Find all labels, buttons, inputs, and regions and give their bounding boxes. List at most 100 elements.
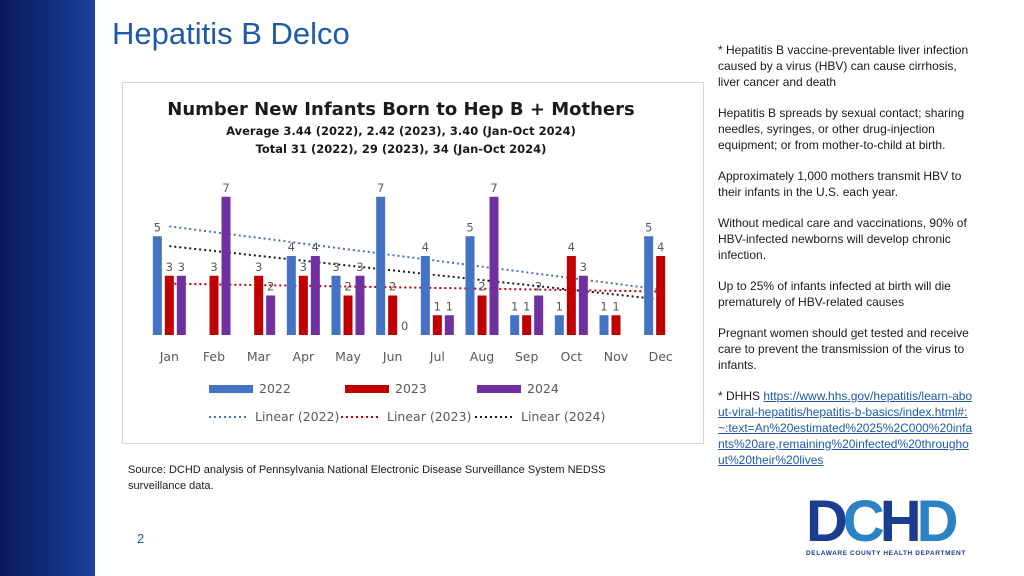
notes-panel: * Hepatitis B vaccine-preventable liver … [718, 42, 974, 483]
x-tick-label-nov: Nov [604, 349, 629, 364]
bar-2023-apr [298, 275, 308, 335]
bar-2023-sep [522, 315, 532, 335]
note-us-mothers: Approximately 1,000 mothers transmit HBV… [718, 169, 962, 199]
data-label-2022-oct: 1 [556, 299, 563, 313]
data-label-2022-nov: 1 [600, 299, 607, 313]
data-label-2024-oct: 3 [580, 260, 587, 274]
bar-2023-dec [656, 256, 666, 335]
data-label-2022-dec: 5 [645, 220, 652, 234]
reference-note: * DHHS https://www.hhs.gov/hepatitis/lea… [718, 388, 974, 468]
x-tick-label-aug: Aug [470, 349, 494, 364]
chart-container: Number New Infants Born to Hep B + Mothe… [122, 82, 704, 444]
bar-2022-aug [465, 236, 475, 335]
note-transmission: Hepatitis B spreads by sexual contact; s… [718, 106, 965, 152]
bar-2024-may [355, 275, 365, 335]
bar-2023-aug [477, 295, 487, 335]
bar-2023-mar [254, 275, 264, 335]
bar-2024-mar [266, 295, 276, 335]
logo-letters: DCHD [806, 489, 959, 554]
x-tick-label-jul: Jul [429, 349, 445, 364]
bar-2022-dec [644, 236, 654, 335]
data-label-2022-jun: 7 [377, 181, 384, 195]
note-chronic-infection: Without medical care and vaccinations, 9… [718, 216, 967, 262]
dchd-logo: DCHD DELAWARE COUNTY HEALTH DEPARTMENT [806, 489, 966, 558]
data-label-2023-oct: 4 [568, 240, 575, 254]
bar-2023-jul [432, 315, 442, 335]
x-tick-label-sep: Sep [515, 349, 539, 364]
bar-2024-jan [176, 275, 186, 335]
note-premature-death: Up to 25% of infants infected at birth w… [718, 279, 951, 309]
bar-2022-sep [510, 315, 520, 335]
chart-subtitle-total: Total 31 (2022), 29 (2023), 34 (Jan-Oct … [256, 142, 547, 156]
left-decorative-bar [0, 0, 95, 576]
x-tick-label-oct: Oct [561, 349, 583, 364]
legend-swatch-2022 [209, 385, 253, 393]
dhhs-reference-link[interactable]: https://www.hhs.gov/hepatitis/learn-abou… [718, 389, 973, 467]
page-number: 2 [137, 531, 145, 546]
data-label-2023-may: 2 [344, 280, 351, 294]
note-hbv-definition: * Hepatitis B vaccine-preventable liver … [718, 43, 969, 89]
chart-subtitle-average: Average 3.44 (2022), 2.42 (2023), 3.40 (… [226, 124, 576, 138]
source-note: Source: DCHD analysis of Pennsylvania Na… [128, 464, 606, 492]
bar-2024-feb [221, 196, 231, 335]
bar-2024-sep [534, 295, 544, 335]
data-label-2023-dec: 4 [657, 240, 664, 254]
bar-2023-nov [611, 315, 621, 335]
bar-2022-apr [286, 256, 296, 335]
data-label-2024-mar: 2 [267, 280, 274, 294]
x-tick-label-apr: Apr [293, 349, 315, 364]
data-label-2022-apr: 4 [288, 240, 295, 254]
bar-2022-jun [376, 196, 386, 335]
data-label-2023-jun: 2 [389, 280, 396, 294]
data-label-2023-jul: 1 [434, 299, 441, 313]
data-label-2024-jul: 1 [446, 299, 453, 313]
data-label-2024-jan: 3 [178, 260, 185, 274]
logo-subtitle: DELAWARE COUNTY HEALTH DEPARTMENT [806, 550, 966, 557]
data-label-2023-mar: 3 [255, 260, 262, 274]
bar-chart: Number New Infants Born to Hep B + Mothe… [152, 99, 673, 424]
data-label-2024-apr: 4 [312, 240, 319, 254]
trendline-linear-2024- [169, 245, 661, 301]
x-tick-label-mar: Mar [247, 349, 271, 364]
slide-title: Hepatitis B Delco [112, 16, 350, 51]
x-tick-label-jan: Jan [159, 349, 179, 364]
data-label-2024-feb: 7 [222, 181, 229, 195]
bar-2022-jan [152, 236, 162, 335]
trendline-linear-2023- [169, 282, 661, 293]
bar-2024-oct [578, 275, 588, 335]
legend-label-trend-0: Linear (2022) [255, 409, 339, 424]
bar-2022-nov [599, 315, 609, 335]
data-label-2023-nov: 1 [612, 299, 619, 313]
data-label-2024-jun: 0 [401, 319, 408, 333]
data-label-2023-aug: 2 [478, 280, 485, 294]
bar-2023-may [343, 295, 353, 335]
bar-2022-oct [554, 315, 564, 335]
data-label-2023-feb: 3 [210, 260, 217, 274]
legend-label-2022: 2022 [259, 381, 291, 396]
legend-label-2023: 2023 [395, 381, 427, 396]
bar-2024-aug [489, 196, 499, 335]
legend-label-trend-1: Linear (2023) [387, 409, 471, 424]
data-label-2023-jan: 3 [166, 260, 173, 274]
bar-2024-apr [310, 256, 320, 335]
bar-2023-oct [566, 256, 576, 335]
x-tick-label-may: May [335, 349, 361, 364]
data-label-2022-aug: 5 [466, 220, 473, 234]
data-label-2023-sep: 1 [523, 299, 530, 313]
x-tick-label-jun: Jun [382, 349, 403, 364]
chart-title: Number New Infants Born to Hep B + Mothe… [167, 99, 634, 120]
legend-label-2024: 2024 [527, 381, 559, 396]
bar-2023-feb [209, 275, 219, 335]
data-label-2024-sep: 2 [535, 280, 542, 294]
data-label-2022-jan: 5 [154, 220, 161, 234]
x-tick-label-feb: Feb [203, 349, 225, 364]
x-tick-label-dec: Dec [649, 349, 673, 364]
legend-label-trend-2: Linear (2024) [521, 409, 605, 424]
bar-2023-jun [388, 295, 398, 335]
data-label-2022-may: 3 [332, 260, 339, 274]
data-label-2024-aug: 7 [490, 181, 497, 195]
bar-2023-jan [164, 275, 174, 335]
bar-2022-may [331, 275, 341, 335]
bar-2024-jul [444, 315, 454, 335]
data-label-2023-apr: 3 [300, 260, 307, 274]
